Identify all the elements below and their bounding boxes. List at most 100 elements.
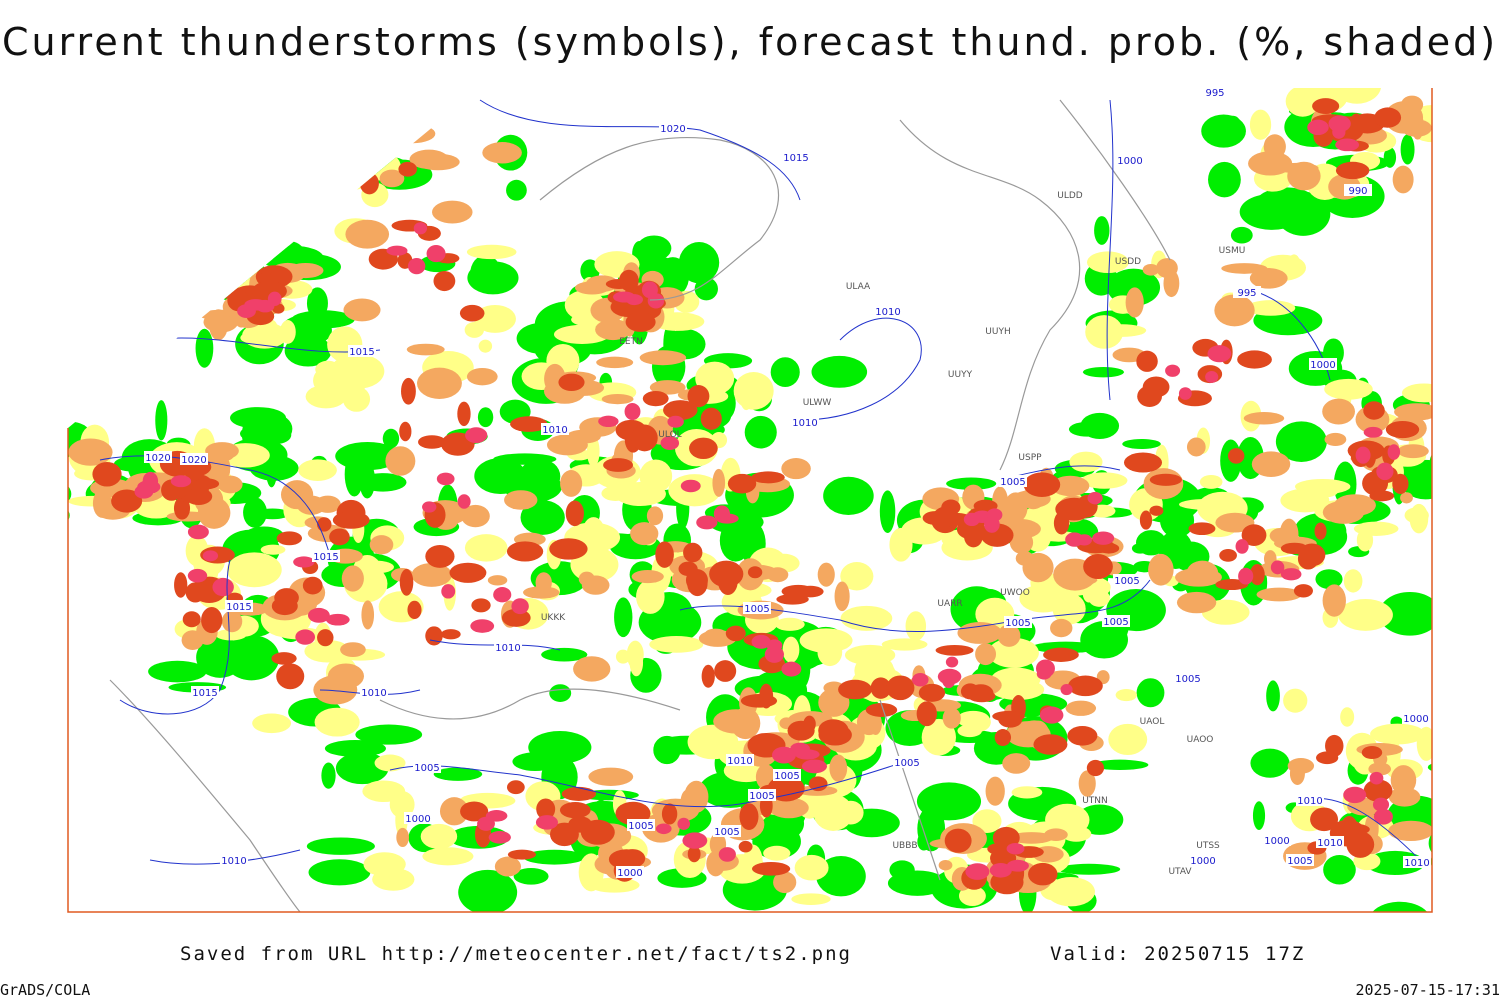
shade-blob [744, 415, 777, 449]
isobar-label: 1005 [774, 771, 799, 782]
shade-blob [1376, 462, 1394, 481]
shade-blob [494, 856, 521, 877]
shade-blob [535, 815, 558, 830]
shade-blob [521, 64, 554, 87]
shade-blob [306, 837, 375, 855]
shade-blob [619, 269, 639, 292]
shade-blob [399, 421, 412, 442]
shade-blob [1057, 863, 1121, 875]
shade-blob [689, 437, 718, 460]
shade-blob [740, 386, 753, 411]
shade-blob [1429, 449, 1432, 475]
shade-blob [260, 544, 286, 555]
shade-blob [1061, 826, 1092, 842]
isobar-label-bg [748, 789, 776, 801]
shade-blob [1051, 475, 1090, 497]
shade-blob [536, 798, 556, 820]
shade-blob [1388, 820, 1432, 842]
station-code: UTAV [1168, 867, 1192, 877]
shade-blob [794, 854, 829, 881]
shade-blob [330, 353, 385, 389]
shade-blob [840, 562, 874, 591]
shade-blob [767, 567, 789, 583]
isobar-label: 1015 [226, 602, 251, 613]
shade-blob [653, 735, 681, 765]
shade-blob [1287, 254, 1301, 276]
shade-blob [712, 468, 726, 497]
shade-blob [696, 515, 718, 530]
shade-blob [243, 497, 267, 528]
shade-blob [803, 715, 816, 733]
shade-blob [829, 754, 848, 782]
shade-blob [701, 664, 715, 688]
shade-blob [359, 462, 376, 499]
shade-blob [1370, 723, 1426, 745]
shade-blob [1179, 499, 1234, 510]
shade-blob [507, 849, 537, 860]
shade-blob [173, 496, 191, 520]
shade-blob [550, 822, 579, 847]
shade-blob [1215, 579, 1249, 591]
shade-blob [1343, 786, 1367, 804]
station-code: UWOO [1000, 588, 1030, 598]
isobar-label-bg [1309, 358, 1337, 370]
shade-blob [1188, 522, 1216, 536]
shade-blob [905, 611, 927, 641]
isobar-label: 1005 [1175, 674, 1200, 685]
shade-blob [1369, 490, 1395, 502]
shade-blob [1252, 801, 1266, 830]
shade-blob [467, 261, 519, 295]
shade-blob [493, 453, 557, 465]
shade-blob [401, 377, 416, 405]
shade-blob [991, 679, 1045, 701]
shade-blob [921, 718, 956, 756]
shade-blob [549, 538, 588, 560]
isobar-label-bg [782, 151, 810, 163]
shade-blob [113, 456, 149, 472]
shade-blob [1322, 398, 1355, 425]
isobar-label: 1000 [1117, 156, 1142, 167]
shade-blob [1178, 387, 1192, 400]
isobar-label-bg [627, 819, 655, 831]
isobar-label: 1005 [414, 763, 439, 774]
shade-blob [1123, 452, 1163, 473]
isobar-label: 1010 [361, 688, 386, 699]
shade-blob [834, 581, 850, 612]
shade-blob [195, 328, 214, 368]
shade-blob [1065, 700, 1097, 716]
shade-blob [933, 506, 957, 528]
shade-blob [817, 562, 835, 587]
shade-blob [608, 849, 645, 870]
shade-blob [630, 522, 659, 546]
shade-blob [327, 140, 369, 157]
shade-blob [1199, 474, 1223, 489]
station-code: ULOL [658, 430, 681, 440]
shade-blob [439, 797, 469, 826]
isobar-label: 1005 [1005, 618, 1030, 629]
shade-blob [624, 403, 641, 421]
shade-blob [1438, 478, 1458, 502]
shade-blob [589, 877, 640, 893]
station-code: ULWW [803, 398, 832, 408]
shade-blob [252, 713, 292, 734]
shade-blob [523, 586, 560, 599]
shade-blob [603, 458, 634, 472]
isobar-label-bg [404, 812, 432, 824]
shade-blob [1251, 451, 1291, 477]
shade-blob [487, 575, 508, 586]
shade-blob [470, 619, 495, 633]
shade-blob [790, 742, 810, 755]
shade-blob [695, 361, 735, 395]
shade-blob [449, 562, 487, 583]
coastlines [109, 99, 1171, 912]
shade-blob [998, 710, 1023, 728]
title: Current thunderstorms (symbols), forecas… [2, 20, 1498, 64]
shade-blob [212, 577, 234, 597]
shade-blob [316, 517, 332, 532]
shade-blob [240, 331, 269, 344]
shade-blob [1082, 366, 1124, 378]
shade-blob [984, 516, 1000, 533]
isobar-label: 1005 [744, 604, 769, 615]
shade-blob [174, 572, 188, 598]
shade-blob [1065, 532, 1084, 547]
